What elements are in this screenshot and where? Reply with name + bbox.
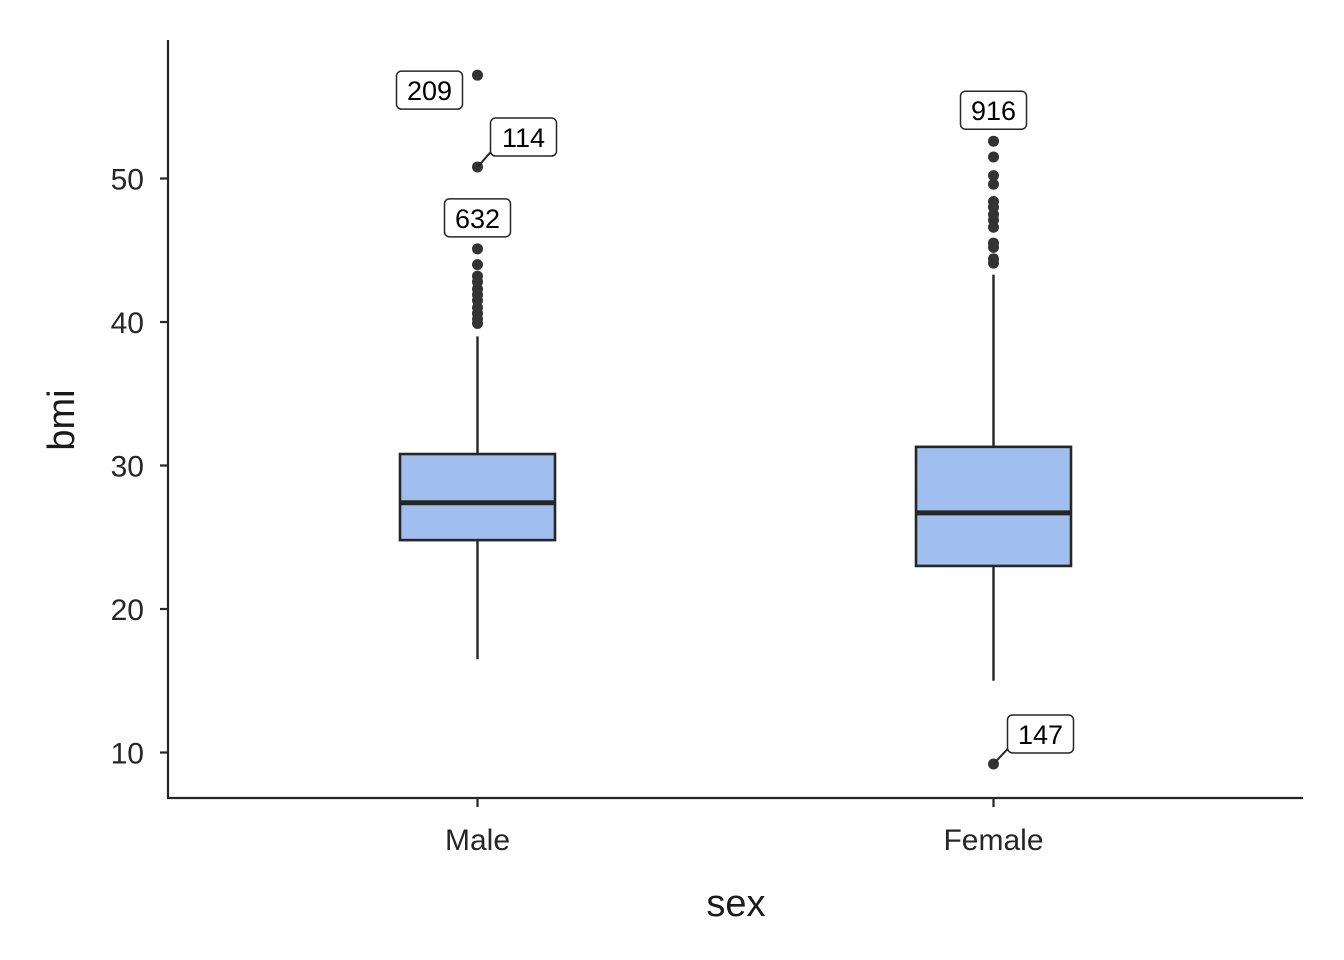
y-tick-label-40: 40: [111, 307, 144, 340]
label-leader-114: [476, 149, 494, 168]
female-outlier-point: [988, 237, 999, 249]
x-tick-label-male: Male: [445, 824, 510, 857]
x-tick-label-female: Female: [943, 824, 1043, 857]
y-tick-label-10: 10: [111, 738, 144, 771]
outlier-label-box-209: [395, 70, 464, 110]
outlier-label-box-114: [489, 117, 558, 157]
y-axis-ticks: 10 20 30 40 50: [111, 164, 168, 771]
label-leader-147: [992, 746, 1011, 765]
male-outlier-point: [472, 259, 483, 271]
outlier-label-632: 632: [443, 198, 512, 238]
female-outlier-point: [988, 151, 999, 163]
male-box: [398, 452, 557, 542]
outlier-label-text-916: 916: [971, 96, 1016, 126]
outlier-label-box-147: [1006, 714, 1075, 754]
female-box: [914, 445, 1073, 568]
female-outlier-point: [988, 170, 999, 182]
outlier-label-114: 114: [489, 117, 558, 157]
outlier-label-box-632: [443, 198, 512, 238]
outlier-label-147: 147: [1006, 714, 1075, 754]
female-outlier-point: [988, 195, 999, 207]
female-outlier-point: [988, 135, 999, 147]
outlier-label-209: 209: [395, 70, 464, 110]
x-axis-title: sex: [706, 883, 765, 925]
outlier-label-box-916: [959, 90, 1028, 130]
female-outlier-point: [988, 178, 999, 190]
y-tick-label-50: 50: [111, 164, 144, 197]
outlier-label-text-147: 147: [1018, 720, 1063, 750]
outlier-label-916: 916: [959, 90, 1028, 130]
male-outlier-point: [472, 69, 483, 81]
outlier-label-text-632: 632: [455, 204, 500, 234]
plot-area: [398, 69, 1073, 770]
y-axis-title: bmi: [41, 389, 83, 450]
outlier-labels: 209 114 632 916 147: [395, 70, 1075, 765]
female-outlier-point: [988, 253, 999, 265]
y-tick-label-30: 30: [111, 451, 144, 484]
male-outlier-point: [472, 243, 483, 255]
male-outlier-point: [472, 270, 483, 282]
y-tick-label-20: 20: [111, 594, 144, 627]
outlier-label-text-209: 209: [407, 76, 452, 106]
x-axis-ticks: Male Female: [445, 798, 1044, 857]
outlier-label-text-114: 114: [502, 123, 545, 153]
